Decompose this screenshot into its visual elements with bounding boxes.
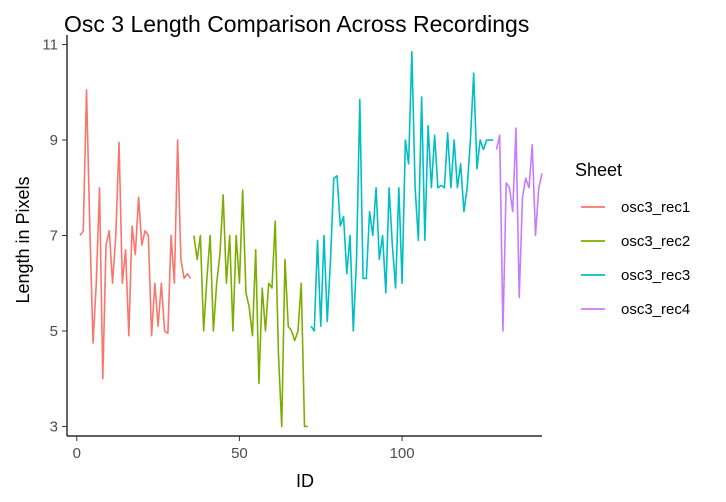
series-line-osc3_rec4	[495, 127, 543, 332]
legend: Sheet osc3_rec1 osc3_rec2 osc3_rec3 osc3_re…	[575, 160, 690, 318]
y-tick-label: 11	[42, 37, 58, 54]
series-line-osc3_rec3	[310, 50, 494, 332]
legend-label-osc3_rec3: osc3_rec3	[621, 267, 690, 284]
legend-label-osc3_rec2: osc3_rec2	[621, 233, 690, 250]
legend-title: Sheet	[575, 160, 622, 180]
legend-label-osc3_rec1: osc3_rec1	[621, 199, 690, 216]
chart-title: Osc 3 Length Comparison Across Recording…	[64, 11, 529, 37]
y-tick-label: 7	[50, 228, 58, 245]
x-axis-label: ID	[296, 471, 314, 491]
y-tick-label: 3	[50, 418, 58, 435]
series-line-osc3_rec2	[193, 189, 308, 428]
x-tick-label: 50	[231, 445, 248, 462]
x-tick-label: 0	[73, 445, 81, 462]
y-tick-label: 5	[50, 323, 58, 340]
y-tick-label: 9	[50, 132, 58, 149]
legend-label-osc3_rec4: osc3_rec4	[621, 301, 690, 318]
series-line-osc3_rec1	[79, 89, 192, 380]
x-tick-label: 100	[390, 445, 415, 462]
y-axis-label: Length in Pixels	[13, 176, 33, 303]
